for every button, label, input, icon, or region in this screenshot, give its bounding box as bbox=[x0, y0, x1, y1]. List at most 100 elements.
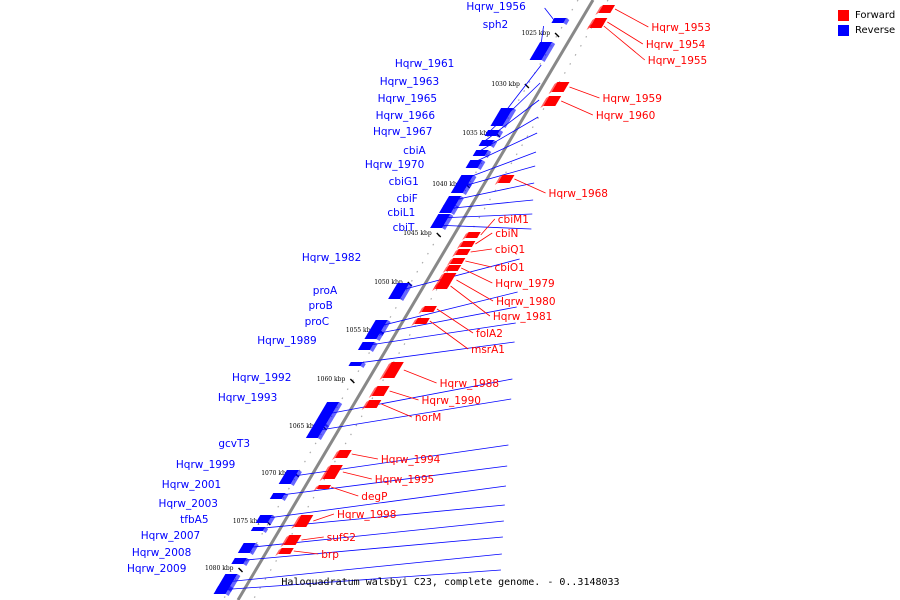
forward-gene-label[interactable]: cbiQ1 bbox=[495, 244, 525, 256]
reverse-gene-block-shade bbox=[563, 18, 570, 25]
forward-gene-label[interactable]: msrA1 bbox=[471, 344, 505, 356]
reverse-gene-label[interactable]: Hqrw_1961 bbox=[395, 58, 454, 70]
forward-gene-block[interactable] bbox=[465, 232, 481, 238]
forward-gene-label[interactable]: Hqrw_1979 bbox=[495, 278, 554, 290]
reverse-gene-block[interactable] bbox=[312, 402, 340, 426]
forward-gene-block[interactable] bbox=[589, 24, 604, 28]
forward-gene-block[interactable] bbox=[598, 5, 616, 13]
reverse-gene-block[interactable] bbox=[367, 320, 388, 334]
forward-gene-block[interactable] bbox=[371, 386, 390, 396]
forward-gene-block[interactable] bbox=[445, 265, 462, 271]
reverse-gene-label[interactable]: Hqrw_1970 bbox=[365, 159, 424, 171]
forward-gene-label[interactable]: norM bbox=[415, 412, 441, 424]
reverse-gene-label[interactable]: proA bbox=[313, 285, 338, 297]
forward-gene-label[interactable]: Hqrw_1980 bbox=[496, 296, 555, 308]
forward-gene-label[interactable]: Hqrw_1960 bbox=[596, 110, 655, 122]
reverse-gene-block[interactable] bbox=[472, 150, 489, 156]
reverse-gene-label[interactable]: Hqrw_1963 bbox=[380, 76, 439, 88]
reverse-gene-label[interactable]: tfbA5 bbox=[180, 514, 208, 526]
forward-gene-label[interactable]: Hqrw_1955 bbox=[648, 55, 707, 67]
forward-gene-block[interactable] bbox=[543, 96, 562, 106]
reverse-gene-label[interactable]: cbiF bbox=[396, 193, 417, 205]
genome-axis bbox=[236, 0, 595, 600]
forward-gene-block[interactable] bbox=[382, 362, 404, 378]
gene-leader bbox=[225, 553, 502, 583]
forward-gene-block[interactable] bbox=[455, 249, 471, 255]
tick-label: 1035 kbp bbox=[462, 130, 491, 137]
reverse-gene-label[interactable]: Hqrw_2007 bbox=[141, 530, 200, 542]
forward-gene-block[interactable] bbox=[335, 450, 352, 458]
reverse-gene-block-shade bbox=[369, 342, 378, 352]
forward-gene-block[interactable] bbox=[459, 241, 476, 247]
forward-gene-label[interactable]: cbiO1 bbox=[495, 262, 525, 274]
forward-gene-block[interactable] bbox=[551, 82, 570, 92]
reverse-gene-label[interactable]: Hqrw_1989 bbox=[257, 335, 316, 347]
reverse-gene-label[interactable]: cbiG1 bbox=[389, 176, 419, 188]
reverse-gene-label[interactable]: Hqrw_1966 bbox=[376, 110, 436, 122]
forward-gene-block[interactable] bbox=[294, 515, 314, 527]
forward-gene-block[interactable] bbox=[283, 535, 302, 545]
forward-gene-label[interactable]: Hqrw_1981 bbox=[493, 311, 552, 323]
forward-gene-label[interactable]: brp bbox=[321, 549, 339, 561]
forward-gene-label[interactable]: Hqrw_1954 bbox=[646, 39, 706, 51]
forward-gene-label[interactable]: cbiM1 bbox=[498, 214, 529, 226]
forward-gene-label[interactable]: Hqrw_1968 bbox=[549, 188, 608, 200]
reverse-gene-label[interactable]: Hqrw_1992 bbox=[232, 372, 291, 384]
reverse-gene-label[interactable]: gcvT3 bbox=[218, 438, 250, 450]
gene-leader bbox=[301, 536, 324, 541]
reverse-gene-block[interactable] bbox=[364, 331, 382, 339]
reverse-gene-block[interactable] bbox=[269, 493, 286, 499]
reverse-gene-label[interactable]: Hqrw_2008 bbox=[132, 547, 191, 559]
gene-leader bbox=[614, 8, 649, 28]
forward-gene-label[interactable]: degP bbox=[361, 491, 387, 503]
reverse-gene-label[interactable]: Hqrw_2009 bbox=[127, 563, 186, 575]
reverse-gene-block[interactable] bbox=[484, 130, 501, 136]
reverse-gene-label[interactable]: Hqrw_1967 bbox=[373, 126, 432, 138]
reverse-gene-label[interactable]: cbiT bbox=[393, 222, 415, 234]
forward-gene-block[interactable] bbox=[449, 258, 466, 264]
reverse-gene-block[interactable] bbox=[255, 515, 273, 523]
reverse-gene-label[interactable]: Hqrw_2001 bbox=[162, 479, 221, 491]
reverse-gene-block[interactable] bbox=[357, 342, 375, 350]
legend-reverse: Reverse bbox=[838, 23, 895, 38]
forward-gene-label[interactable]: Hqrw_1953 bbox=[651, 22, 710, 34]
reverse-gene-label[interactable]: Hqrw_1982 bbox=[302, 252, 361, 264]
reverse-gene-label[interactable]: cbiL1 bbox=[387, 207, 415, 219]
forward-gene-block[interactable] bbox=[497, 175, 515, 183]
forward-gene-label[interactable]: sufS2 bbox=[327, 532, 356, 544]
gene-leader bbox=[286, 444, 509, 478]
forward-gene-block-shade bbox=[332, 450, 340, 460]
forward-gene-block[interactable] bbox=[278, 548, 294, 554]
reverse-gene-label[interactable]: Hqrw_1999 bbox=[176, 459, 235, 471]
reverse-gene-block[interactable] bbox=[250, 527, 266, 531]
reverse-gene-block[interactable] bbox=[551, 18, 567, 23]
reverse-gene-label[interactable]: Hqrw_1993 bbox=[218, 392, 277, 404]
reverse-gene-label[interactable]: cbiA bbox=[403, 145, 426, 157]
reverse-gene-label[interactable]: Hqrw_1956 bbox=[466, 1, 526, 13]
forward-gene-block[interactable] bbox=[421, 306, 437, 312]
forward-gene-block[interactable] bbox=[316, 485, 332, 489]
forward-gene-label[interactable]: folA2 bbox=[476, 328, 503, 340]
reverse-gene-label[interactable]: sph2 bbox=[483, 19, 508, 31]
reverse-gene-block[interactable] bbox=[490, 108, 514, 126]
forward-gene-label[interactable]: Hqrw_1990 bbox=[422, 395, 481, 407]
forward-gene-block[interactable] bbox=[414, 318, 430, 324]
forward-gene-block[interactable] bbox=[364, 400, 382, 408]
forward-gene-block-shade bbox=[379, 362, 392, 380]
reverse-gene-block[interactable] bbox=[529, 42, 553, 60]
reverse-gene-label[interactable]: Hqrw_2003 bbox=[159, 498, 218, 510]
forward-gene-block[interactable] bbox=[435, 283, 451, 289]
forward-gene-block-shade bbox=[361, 400, 370, 410]
forward-gene-label[interactable]: Hqrw_1988 bbox=[440, 378, 499, 390]
reverse-gene-block[interactable] bbox=[465, 160, 483, 168]
forward-gene-label[interactable]: Hqrw_1995 bbox=[375, 474, 434, 486]
reverse-gene-label[interactable]: Hqrw_1965 bbox=[378, 93, 437, 105]
reverse-gene-label[interactable]: proC bbox=[305, 316, 330, 328]
forward-gene-label[interactable]: Hqrw_1994 bbox=[381, 454, 441, 466]
forward-gene-label[interactable]: cbiN bbox=[495, 228, 518, 240]
forward-gene-label[interactable]: Hqrw_1959 bbox=[602, 93, 661, 105]
forward-gene-label[interactable]: Hqrw_1998 bbox=[337, 509, 396, 521]
reverse-gene-label[interactable]: proB bbox=[308, 300, 332, 312]
reverse-gene-block[interactable] bbox=[443, 196, 462, 206]
forward-gene-block[interactable] bbox=[322, 465, 343, 479]
